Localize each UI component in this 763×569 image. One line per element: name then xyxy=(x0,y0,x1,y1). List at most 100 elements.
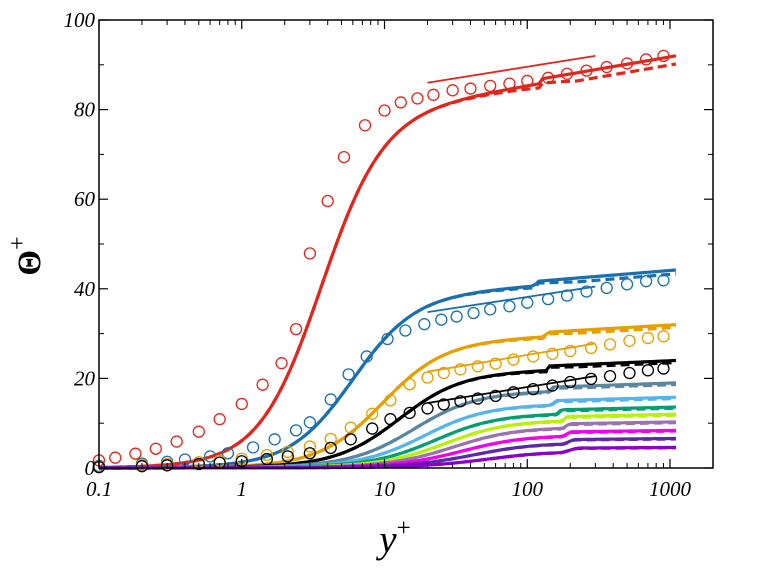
data-point xyxy=(541,292,555,306)
x-tick-label: 10 xyxy=(374,477,396,501)
data-point xyxy=(192,457,205,471)
data-point xyxy=(344,433,357,446)
data-point xyxy=(471,392,484,405)
data-point xyxy=(623,366,636,380)
data-point xyxy=(641,364,655,377)
y-tick-label: 20 xyxy=(74,366,96,390)
data-point xyxy=(489,389,502,403)
data-point xyxy=(170,435,183,448)
data-point xyxy=(584,341,598,355)
svg-text:Θ+: Θ+ xyxy=(5,236,48,275)
data-point xyxy=(418,318,431,331)
data-point xyxy=(303,247,317,260)
series-reference-line xyxy=(427,285,596,313)
data-point xyxy=(464,82,477,95)
x-tick-label: 0.1 xyxy=(86,477,112,501)
data-point xyxy=(324,441,337,454)
data-point xyxy=(639,53,653,66)
data-point xyxy=(657,362,670,375)
data-point xyxy=(321,194,334,208)
data-point xyxy=(603,338,617,351)
data-point xyxy=(303,416,317,429)
data-point xyxy=(360,350,373,363)
data-point xyxy=(521,74,534,88)
data-point xyxy=(268,433,281,446)
data-point xyxy=(580,285,593,298)
data-point xyxy=(411,92,424,105)
data-point xyxy=(235,397,248,411)
data-point xyxy=(623,334,636,347)
data-point xyxy=(546,347,559,360)
data-point xyxy=(260,448,274,462)
data-point xyxy=(600,281,613,295)
data-point xyxy=(521,296,534,309)
data-point xyxy=(384,394,397,407)
data-point xyxy=(149,442,162,455)
x-tick-label: 1000 xyxy=(649,477,692,501)
data-point xyxy=(639,275,653,288)
data-point xyxy=(403,406,416,420)
y-axis-label-superscript: + xyxy=(5,236,31,250)
data-point xyxy=(471,360,484,373)
series-reference-line xyxy=(427,54,596,84)
data-point xyxy=(337,150,351,164)
data-point xyxy=(324,393,337,406)
data-point xyxy=(437,366,450,380)
data-point xyxy=(399,324,412,337)
data-point xyxy=(446,84,459,97)
series-dashed-line xyxy=(99,382,676,470)
data-point xyxy=(657,49,670,62)
data-point xyxy=(564,344,577,358)
data-point xyxy=(160,459,174,472)
data-point xyxy=(541,71,555,84)
series-line xyxy=(98,54,677,470)
data-point xyxy=(303,440,317,453)
y-tick-label: 0 xyxy=(85,456,96,480)
data-point xyxy=(135,460,149,473)
data-point xyxy=(421,371,434,384)
data-point xyxy=(435,313,448,326)
data-point xyxy=(657,274,670,287)
data-point xyxy=(560,289,574,302)
data-point xyxy=(358,119,372,132)
data-point xyxy=(580,64,593,77)
data-point xyxy=(275,357,288,370)
data-point xyxy=(421,402,434,415)
data-point xyxy=(256,378,269,391)
data-point xyxy=(109,451,122,464)
data-point xyxy=(394,96,407,109)
data-point xyxy=(192,425,205,438)
data-point xyxy=(641,331,655,345)
data-point xyxy=(527,350,540,363)
data-point xyxy=(620,278,634,291)
data-point xyxy=(366,422,379,435)
data-point xyxy=(507,386,520,399)
data-point xyxy=(342,368,355,381)
data-point xyxy=(324,432,337,446)
data-point xyxy=(454,363,467,376)
data-point xyxy=(403,378,416,391)
data-point xyxy=(603,370,617,383)
y-tick-label: 100 xyxy=(64,8,96,32)
data-point xyxy=(507,353,520,366)
data-point xyxy=(560,67,574,80)
data-point xyxy=(303,447,317,460)
data-point xyxy=(484,303,497,316)
data-point xyxy=(454,395,467,408)
data-point xyxy=(450,310,463,323)
data-point xyxy=(378,104,391,117)
data-point xyxy=(384,413,397,426)
data-point xyxy=(427,88,440,101)
data-point xyxy=(600,60,613,74)
data-point xyxy=(213,413,226,426)
data-point xyxy=(503,300,516,313)
data-point xyxy=(129,447,142,460)
data-point xyxy=(489,357,502,370)
y-axis-label-base: Θ xyxy=(12,250,48,276)
data-point xyxy=(366,407,379,420)
data-point xyxy=(281,450,294,463)
x-axis-label-superscript: + xyxy=(397,515,411,542)
data-point xyxy=(289,322,303,336)
data-point xyxy=(564,375,577,389)
data-point xyxy=(289,424,303,437)
